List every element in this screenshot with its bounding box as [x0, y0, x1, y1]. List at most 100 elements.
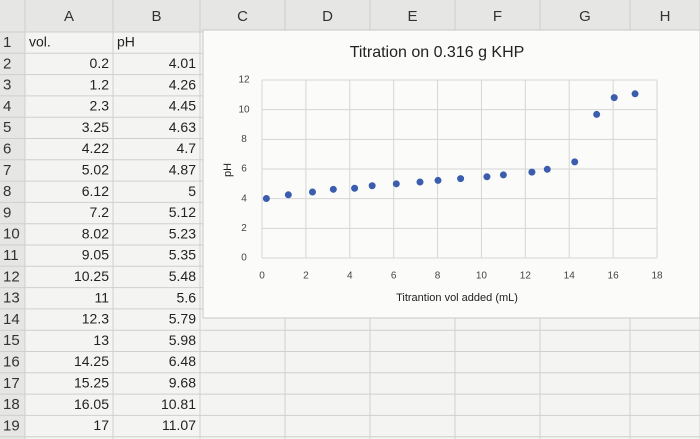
data-point: [610, 94, 618, 102]
x-tick-label: 16: [608, 271, 620, 282]
y-tick-label: 10: [238, 104, 250, 115]
data-point: [368, 182, 376, 190]
chart: Titration on 0.316 g KHP Titrantion vol …: [202, 29, 700, 319]
data-point: [392, 180, 400, 188]
data-point: [631, 90, 639, 98]
x-tick-label: 4: [347, 271, 353, 282]
data-cell: 9.05: [82, 247, 109, 263]
data-cell: 4.63: [169, 119, 196, 135]
data-cell: 5.48: [169, 268, 196, 284]
data-point: [543, 165, 551, 173]
data-cell: 14.25: [74, 353, 109, 369]
data-point: [528, 168, 536, 176]
data-cell: 5.35: [169, 247, 196, 263]
header-cell: vol.: [29, 34, 51, 50]
column-header: C: [237, 8, 248, 25]
row-number: 15: [3, 332, 20, 349]
data-cell: 7.2: [90, 204, 110, 220]
row-number: 12: [3, 268, 20, 285]
row-number: 7: [3, 162, 11, 179]
data-point: [416, 178, 424, 186]
chart-title: Titration on 0.316 g KHP: [350, 44, 525, 61]
row-number: 14: [3, 311, 20, 328]
data-cell: 12.3: [82, 311, 109, 327]
x-tick-label: 8: [435, 271, 441, 282]
y-tick-label: 8: [241, 134, 247, 145]
data-point: [308, 188, 316, 196]
row-number: 5: [3, 119, 11, 136]
column-header: A: [64, 8, 74, 25]
data-cell: 6.48: [169, 353, 196, 369]
y-tick-label: 6: [241, 164, 247, 175]
data-cell: 10.81: [161, 396, 196, 412]
x-tick-label: 10: [476, 271, 488, 282]
data-point: [571, 158, 579, 166]
data-cell: 3.25: [82, 119, 109, 135]
x-tick-label: 12: [520, 271, 532, 282]
data-cell: 11.07: [162, 417, 196, 433]
row-number: 1: [3, 34, 11, 51]
x-tick-label: 18: [651, 271, 663, 282]
data-cell: 5.6: [177, 289, 197, 305]
data-point: [434, 176, 442, 184]
y-tick-label: 2: [241, 223, 247, 234]
data-cell: 5.02: [82, 162, 109, 178]
row-number: 2: [3, 55, 11, 72]
row-number: 11: [3, 247, 19, 264]
data-cell: 4.22: [82, 140, 109, 156]
data-cell: 4.26: [169, 76, 196, 92]
row-number: 10: [3, 226, 20, 243]
data-cell: 8.02: [82, 225, 109, 241]
data-cell: 6.12: [82, 183, 109, 199]
data-cell: 5.79: [169, 311, 196, 327]
header-cell: pH: [117, 34, 135, 50]
cells: A B C D E F G H12345678910111213141516171819vol…: [3, 8, 670, 434]
x-tick-label: 6: [391, 271, 397, 282]
data-cell: 5.23: [169, 225, 196, 241]
y-tick-label: 12: [238, 75, 250, 86]
x-tick-label: 2: [303, 271, 309, 282]
data-cell: 4.7: [177, 140, 197, 156]
data-point: [593, 110, 601, 118]
data-cell: 4.45: [169, 98, 196, 114]
row-number: 18: [3, 396, 20, 413]
row-number: 19: [3, 417, 20, 434]
data-point: [284, 191, 292, 199]
data-cell: 5.12: [169, 204, 196, 220]
data-cell: 2.3: [90, 98, 110, 114]
data-point: [499, 171, 507, 179]
column-header-bar: [0, 0, 700, 32]
x-tick-label: 0: [259, 271, 265, 282]
data-point: [457, 175, 465, 183]
row-number: 9: [3, 204, 11, 221]
row-number: 16: [3, 353, 20, 370]
x-tick-label: 14: [564, 271, 576, 282]
column-header: E: [407, 8, 417, 25]
y-tick-label: 4: [241, 193, 247, 204]
y-axis-label: pH: [222, 163, 234, 177]
row-number: 17: [3, 375, 20, 392]
row-number: 8: [3, 183, 11, 200]
data-point: [351, 184, 359, 192]
x-axis-label: Titrantion vol added (mL): [396, 292, 518, 304]
column-header: D: [322, 8, 333, 25]
column-header: F: [493, 8, 502, 25]
row-header-bar: [0, 0, 25, 439]
row-number: 13: [3, 290, 20, 307]
data-cell: 4.87: [169, 162, 196, 178]
data-point: [262, 195, 270, 203]
column-header: G: [579, 8, 591, 25]
row-number: 3: [3, 77, 11, 94]
data-cell: 5.98: [169, 332, 196, 348]
data-cell: 13: [93, 332, 109, 348]
chart-area: [202, 29, 700, 319]
data-cell: 1.2: [90, 76, 110, 92]
data-cell: 0.2: [90, 55, 110, 71]
data-cell: 11: [94, 289, 109, 305]
data-cell: 5: [188, 183, 196, 199]
data-cell: 9.68: [169, 375, 196, 391]
data-cell: 10.25: [74, 268, 109, 284]
data-cell: 15.25: [74, 375, 109, 391]
data-cell: 17: [93, 417, 109, 433]
